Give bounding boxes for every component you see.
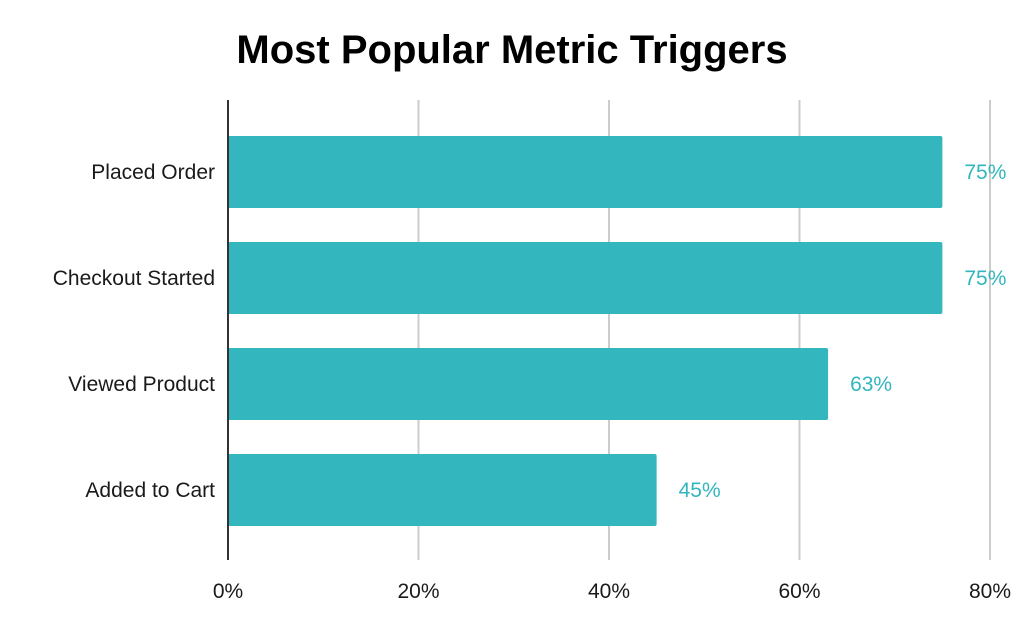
bar xyxy=(228,242,943,314)
x-tick-label: 40% xyxy=(588,580,630,603)
category-label: Placed Order xyxy=(91,161,215,184)
bar xyxy=(228,348,829,420)
category-label: Viewed Product xyxy=(68,373,215,396)
data-label: 75% xyxy=(964,267,1006,290)
bar xyxy=(228,136,943,208)
category-label: Added to Cart xyxy=(85,479,215,502)
x-tick-label: 60% xyxy=(778,580,820,603)
x-tick-label: 20% xyxy=(397,580,439,603)
data-label: 45% xyxy=(679,479,721,502)
chart-title: Most Popular Metric Triggers xyxy=(236,28,788,72)
data-label: 75% xyxy=(964,161,1006,184)
x-tick-label: 0% xyxy=(213,580,243,603)
bar xyxy=(228,454,657,526)
data-label: 63% xyxy=(850,373,892,396)
category-label: Checkout Started xyxy=(53,267,215,290)
x-tick-label: 80% xyxy=(969,580,1011,603)
